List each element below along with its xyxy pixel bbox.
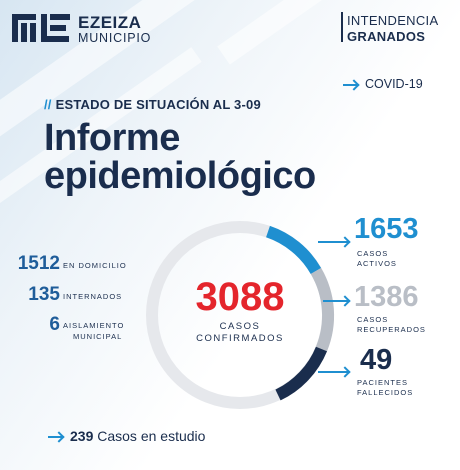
page-title-line2: epidemiológico [44,155,316,197]
fallecidos-label-line1: PACIENTES [357,378,408,387]
recuperados-label: CASOS RECUPERADOS [357,315,426,335]
brand-name: EZEIZA [78,13,142,32]
municipio-logo-icon [12,14,70,42]
cases-in-study-value: 239 [70,428,94,444]
kicker-text: ESTADO DE SITUACIÓN AL 3-09 [55,97,261,112]
header-divider [341,12,343,42]
status-date-kicker: //ESTADO DE SITUACIÓN AL 3-09 [44,97,261,112]
internados-label: INTERNADOS [63,292,123,301]
confirmed-cases-label: CASOS CONFIRMADOS [160,321,320,345]
aislamiento-label: AISLAMIENTO MUNICIPAL [63,320,124,342]
recuperados-label-line2: RECUPERADOS [357,325,426,334]
covid-tag: COVID-19 [343,77,423,91]
en-domicilio-value: 1512 [17,253,60,274]
aislamiento-value: 6 [49,314,60,335]
activos-label-line1: CASOS [357,249,389,258]
activos-label-line2: ACTIVOS [357,259,397,268]
ring-segment-recuperados [310,267,335,352]
confirmed-label-line2: CONFIRMADOS [196,333,284,344]
aislamiento-label-line1: AISLAMIENTO [63,321,125,330]
arrow-right-icon [318,241,348,243]
brand-subtitle: MUNICIPIO [78,31,152,45]
intendencia-label: INTENDENCIA [347,13,439,28]
fallecidos-label-line2: FALLECIDOS [357,388,414,397]
kicker-slashes: // [44,97,52,112]
intendente-name: GRANADOS [347,29,426,44]
fallecidos-value: 49 [360,344,393,376]
confirmed-label-line1: CASOS [219,321,261,332]
activos-value: 1653 [354,213,419,245]
recuperados-label-line1: CASOS [357,315,389,324]
activos-label: CASOS ACTIVOS [357,249,397,269]
recuperados-value: 1386 [354,281,419,313]
aislamiento-label-line2: MUNICIPAL [73,332,123,341]
ring-segment-fallecidos [275,346,328,401]
cases-ring [146,221,335,409]
page-title-line1: Informe [44,117,180,159]
arrow-right-icon [48,436,62,439]
arrow-right-icon [343,83,357,86]
cases-in-study-label: Casos en estudio [97,428,206,444]
internados-value: 135 [28,284,60,305]
covid-tag-label: COVID-19 [365,77,423,91]
confirmed-cases-value: 3088 [195,275,285,319]
ring-segment-activos [265,225,322,275]
arrow-right-icon [318,371,348,373]
cases-in-study: 239 Casos en estudio [48,428,205,444]
fallecidos-label: PACIENTES FALLECIDOS [357,378,413,398]
arrow-right-icon [323,300,348,302]
en-domicilio-label: EN DOMICILIO [63,261,127,270]
